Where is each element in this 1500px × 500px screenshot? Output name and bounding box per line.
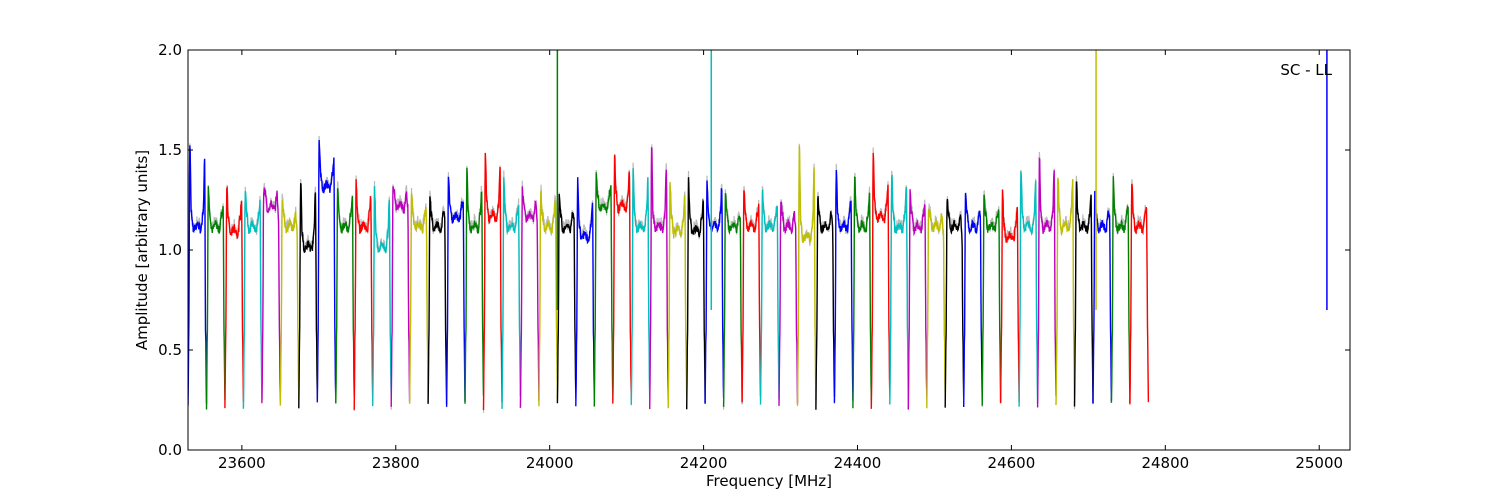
channel-trace [612,154,632,404]
x-tick-label: 23800 [372,454,420,472]
series-layer [188,50,1328,413]
channel-trace [261,187,281,403]
x-tick-label: 24400 [834,454,882,472]
channel-trace [1073,181,1094,407]
background-trace [205,184,226,409]
channel-trace [372,186,392,407]
channel-trace [741,190,762,403]
channel-trace [593,172,614,407]
channel-trace [242,190,263,409]
channel-trace [981,194,1002,406]
channel-trace [667,181,688,409]
channel-trace [630,168,651,405]
channel-trace [316,139,337,403]
plot-frame [187,49,1351,451]
background-trace [556,192,577,398]
panel-annotation: SC - LL [1280,61,1332,79]
channel-trace [852,176,872,409]
channel-trace [1018,171,1039,407]
channel-trace [1129,183,1150,405]
x-tick-label: 25000 [1295,454,1343,472]
y-tick-label: 0.0 [158,441,182,459]
channel-trace [926,208,946,409]
channel-trace [815,196,836,410]
x-tick-label: 23600 [218,454,266,472]
channel-trace [1036,156,1057,408]
background-trace [1055,178,1076,406]
background-trace [390,184,411,410]
channel-trace [686,177,706,410]
channel-trace [224,185,245,409]
x-tick-label: 24800 [1141,454,1189,472]
background-trace [242,186,263,409]
x-axis-label: Frequency [MHz] [706,472,832,490]
background-trace [741,186,762,405]
channel-trace [390,186,411,407]
channel-trace [556,193,577,404]
channel-trace [870,152,891,409]
y-axis-ticks: 0.0 0.5 1.0 1.5 2.0 [158,41,1350,459]
channel-trace [408,193,429,404]
background-trace [778,199,799,407]
channel-trace [778,201,799,406]
channel-trace [501,177,522,409]
y-tick-label: 2.0 [158,41,182,59]
y-axis-label: Amplitude [arbitrary units] [133,150,151,350]
channel-trace [445,176,466,407]
x-axis-ticks: 23600 23800 24000 24200 24400 24600 24800 25000 [218,50,1343,472]
channel-trace [963,193,983,408]
channel-trace [999,189,1020,404]
channel-trace [427,196,448,404]
channel-trace [519,186,540,408]
channel-trace [279,199,300,406]
channel-trace [205,186,226,410]
channel-trace [464,167,485,404]
channel-trace [759,189,780,405]
channel-trace [796,145,817,406]
background-trace [409,187,429,404]
channel-trace [335,188,355,404]
y-tick-label: 0.5 [158,341,182,359]
channel-trace [944,198,965,408]
channel-trace [722,192,743,407]
y-tick-label: 1.0 [158,241,182,259]
channel-trace [353,179,374,410]
background-trace [759,185,780,402]
channel-trace [1110,176,1131,404]
channel-trace [833,169,854,403]
x-tick-label: 24200 [680,454,728,472]
channel-trace [907,189,928,410]
x-tick-label: 24600 [988,454,1036,472]
channel-trace [538,190,559,407]
channel-trace [482,152,503,411]
channel-trace [575,177,595,407]
channel-trace [889,174,909,405]
y-tick-label: 1.5 [158,141,182,159]
channel-trace [298,182,318,409]
channel-trace [1055,177,1076,406]
channel-trace [649,147,669,410]
x-tick-label: 24000 [526,454,574,472]
channel-trace [188,145,208,406]
channel-trace [704,180,725,404]
